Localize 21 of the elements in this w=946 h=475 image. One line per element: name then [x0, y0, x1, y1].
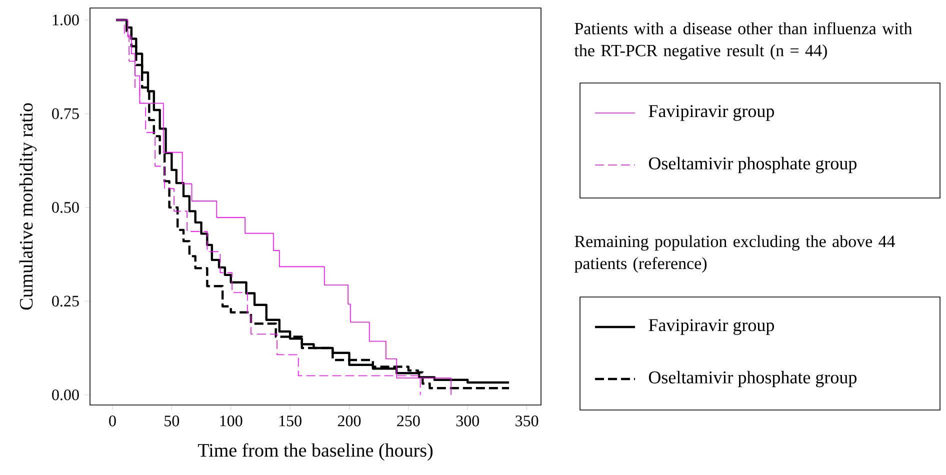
y-tick-label: 0.75 — [52, 108, 79, 120]
legend-label: Oseltamivir phosphate group — [648, 370, 856, 388]
x-tick-label: 200 — [338, 416, 361, 426]
x-tick-label: 100 — [220, 416, 242, 426]
legend-label: Favipiravir group — [648, 105, 774, 121]
x-tick-label: 350 — [516, 416, 538, 426]
x-tick-label: 150 — [279, 416, 302, 426]
legend-label: Favipiravir group — [648, 319, 774, 335]
x-axis-title: Time from the baseline (hours) — [198, 443, 433, 461]
y-tick-label: 1.00 — [52, 14, 79, 26]
y-tick-label: 0.00 — [52, 389, 79, 400]
x-tick-label: 300 — [456, 416, 480, 426]
x-tick-label: 250 — [397, 416, 420, 426]
y-axis-title: Cumulative morbidity ratio — [19, 103, 37, 310]
text: Patients with a disease other than influenza with the RT-PCR negative result (n = 44) — [574, 22, 912, 60]
x-tick-label: 0 — [109, 416, 116, 426]
legend-label: Oseltamivir phosphate group — [648, 156, 856, 174]
text: Remaining population excluding the above 44 patients (reference) — [574, 235, 896, 273]
x-tick-label: 50 — [164, 416, 180, 426]
y-tick-label: 0.25 — [52, 296, 79, 307]
y-tick-label: 0.50 — [52, 202, 79, 213]
